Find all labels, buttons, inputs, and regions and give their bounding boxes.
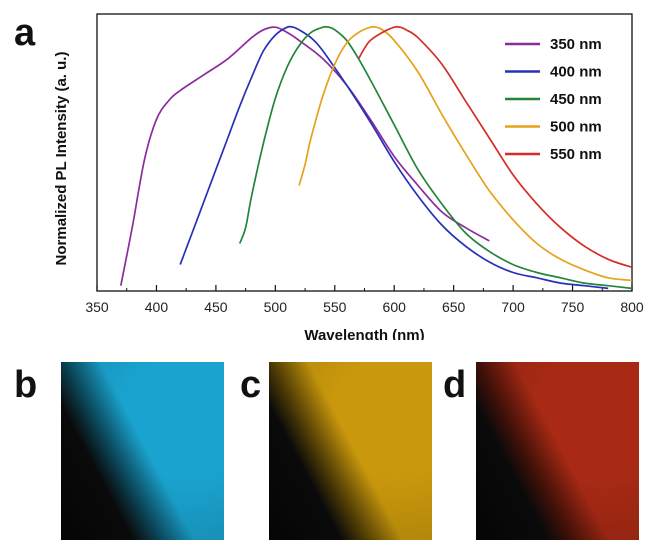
- x-tick-label: 600: [383, 299, 407, 315]
- legend-label: 350 nm: [550, 36, 602, 53]
- legend-label: 400 nm: [550, 64, 602, 81]
- x-tick-label: 400: [145, 299, 169, 315]
- series-line-350-nm: [119, 26, 490, 286]
- x-tick-label: 750: [561, 299, 585, 315]
- panel-label-b: b: [14, 364, 38, 406]
- series-line-500-nm: [298, 25, 633, 282]
- x-tick-label: 550: [323, 299, 347, 315]
- x-tick-label: 650: [442, 299, 466, 315]
- x-tick-label: 800: [620, 299, 644, 315]
- x-tick-label: 500: [264, 299, 288, 315]
- panel-label-c: c: [240, 364, 262, 406]
- x-tick-label: 450: [204, 299, 228, 315]
- legend-label: 450 nm: [550, 91, 602, 108]
- x-tick-label: 350: [85, 299, 109, 315]
- legend-label: 500 nm: [550, 119, 602, 136]
- legend-label: 550 nm: [550, 146, 602, 163]
- series-line-400-nm: [179, 25, 609, 290]
- photo-c: [269, 362, 432, 540]
- series-line-550-nm: [357, 25, 633, 269]
- photo-b: [61, 362, 224, 540]
- panel-label-d: d: [443, 364, 467, 406]
- photo-d: [476, 362, 639, 540]
- panel-label-a: a: [14, 12, 36, 54]
- y-axis-label: Normalized PL Intensity (a. u.): [53, 52, 70, 266]
- x-tick-label: 700: [501, 299, 525, 315]
- pl-spectra-chart: 350 400 450 500 550 600 650 700 750 800 350 nm 400…: [53, 13, 644, 340]
- x-axis-label: Wavelength (nm): [304, 327, 424, 340]
